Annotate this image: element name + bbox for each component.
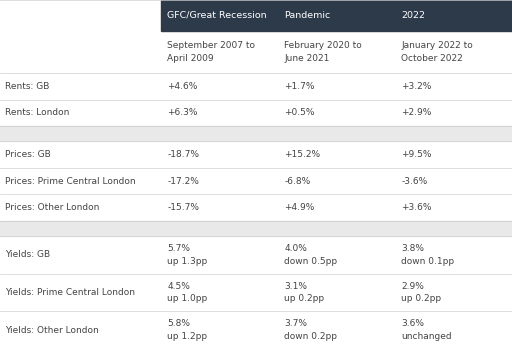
Text: +6.3%: +6.3% xyxy=(167,109,198,117)
Text: +4.9%: +4.9% xyxy=(284,203,315,212)
Text: Yields: Other London: Yields: Other London xyxy=(5,326,99,335)
Text: Prices: Prime Central London: Prices: Prime Central London xyxy=(5,177,136,186)
Text: -3.6%: -3.6% xyxy=(401,177,428,186)
Bar xyxy=(161,0,512,31)
Text: 3.6%
unchanged: 3.6% unchanged xyxy=(401,319,452,341)
Text: +3.6%: +3.6% xyxy=(401,203,432,212)
Text: +4.6%: +4.6% xyxy=(167,82,198,91)
Text: 2022: 2022 xyxy=(401,11,425,20)
Text: 3.7%
down 0.2pp: 3.7% down 0.2pp xyxy=(284,319,337,341)
Text: 4.5%
up 1.0pp: 4.5% up 1.0pp xyxy=(167,282,208,303)
Text: Yields: Prime Central London: Yields: Prime Central London xyxy=(5,288,135,297)
Text: +0.5%: +0.5% xyxy=(284,109,315,117)
Text: Yields: GB: Yields: GB xyxy=(5,250,50,259)
Text: September 2007 to
April 2009: September 2007 to April 2009 xyxy=(167,41,255,62)
Text: February 2020 to
June 2021: February 2020 to June 2021 xyxy=(284,41,362,62)
Text: 4.0%
down 0.5pp: 4.0% down 0.5pp xyxy=(284,244,337,266)
Text: -6.8%: -6.8% xyxy=(284,177,311,186)
Text: +2.9%: +2.9% xyxy=(401,109,432,117)
Text: -15.7%: -15.7% xyxy=(167,203,200,212)
Bar xyxy=(0,126,512,141)
Text: GFC/Great Recession: GFC/Great Recession xyxy=(167,11,267,20)
Text: +3.2%: +3.2% xyxy=(401,82,432,91)
Text: +9.5%: +9.5% xyxy=(401,150,432,159)
Text: 5.8%
up 1.2pp: 5.8% up 1.2pp xyxy=(167,319,207,341)
Text: Prices: Other London: Prices: Other London xyxy=(5,203,99,212)
Text: Prices: GB: Prices: GB xyxy=(5,150,51,159)
Text: -18.7%: -18.7% xyxy=(167,150,200,159)
Text: January 2022 to
October 2022: January 2022 to October 2022 xyxy=(401,41,473,62)
Text: +1.7%: +1.7% xyxy=(284,82,315,91)
Text: Rents: London: Rents: London xyxy=(5,109,70,117)
Text: 2.9%
up 0.2pp: 2.9% up 0.2pp xyxy=(401,282,441,303)
Text: Rents: GB: Rents: GB xyxy=(5,82,50,91)
Text: 3.1%
up 0.2pp: 3.1% up 0.2pp xyxy=(284,282,325,303)
Text: Pandemic: Pandemic xyxy=(284,11,331,20)
Text: -17.2%: -17.2% xyxy=(167,177,199,186)
Bar xyxy=(0,221,512,236)
Text: 3.8%
down 0.1pp: 3.8% down 0.1pp xyxy=(401,244,454,266)
Text: +15.2%: +15.2% xyxy=(284,150,321,159)
Text: 5.7%
up 1.3pp: 5.7% up 1.3pp xyxy=(167,244,208,266)
